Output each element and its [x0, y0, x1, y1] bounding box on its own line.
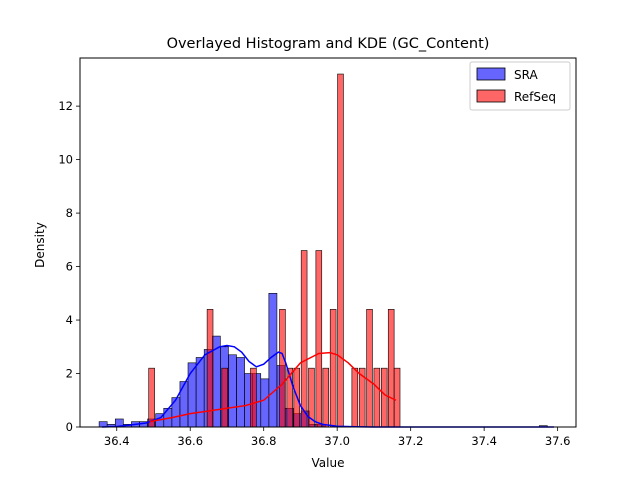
plot-area-frame: [79, 57, 577, 428]
sra-bar: [236, 357, 245, 428]
y-axis-label: Density: [33, 222, 47, 268]
y-tick-label: 0: [66, 420, 73, 434]
legend-swatch-sra: [476, 67, 506, 81]
chart-title: Overlayed Histogram and KDE (GC_Content): [167, 36, 490, 52]
y-axis-ticks: 0 2 4 6 8 10 12: [58, 99, 80, 434]
sra-bar: [228, 354, 237, 428]
legend: SRA RefSeq: [469, 61, 571, 111]
sra-bar: [195, 357, 205, 428]
refseq-bar: [393, 367, 401, 428]
x-tick-label: 37.2: [398, 434, 424, 448]
refseq-bar: [221, 367, 229, 428]
sra-bar: [260, 378, 270, 428]
refseq-bar: [366, 309, 373, 428]
refseq-kde-line: [149, 351, 397, 423]
refseq-histogram-bars: [148, 73, 401, 428]
sra-bar: [187, 362, 197, 428]
refseq-bar: [337, 73, 344, 428]
y-tick-label: 6: [66, 260, 73, 274]
legend-label-sra: SRA: [514, 68, 538, 82]
refseq-bar: [380, 367, 388, 428]
y-tick-label: 8: [66, 206, 73, 220]
y-tick-label: 10: [58, 153, 73, 167]
x-axis-ticks: 36.4 36.6 36.8 37.0 37.2 37.4 37.6: [104, 427, 570, 448]
refseq-bar: [300, 250, 308, 428]
legend-label-refseq: RefSeq: [514, 90, 556, 104]
refseq-bar: [148, 367, 155, 428]
sra-bar: [179, 381, 189, 428]
x-tick-label: 36.8: [251, 434, 277, 448]
legend-swatch-refseq: [476, 89, 506, 103]
refseq-bar: [322, 367, 330, 428]
refseq-bar: [329, 309, 337, 428]
refseq-bar: [387, 309, 395, 428]
sra-bar: [268, 292, 278, 428]
refseq-bar: [279, 309, 286, 428]
sra-bar: [171, 397, 181, 428]
y-tick-label: 4: [66, 313, 73, 327]
y-tick-label: 2: [66, 367, 73, 381]
x-tick-label: 37.6: [545, 434, 571, 448]
x-tick-label: 37.4: [471, 434, 497, 448]
x-tick-label: 36.4: [104, 434, 130, 448]
refseq-bar: [373, 367, 381, 428]
refseq-bar: [351, 367, 359, 428]
refseq-bar: [206, 309, 214, 428]
x-axis-label: Value: [312, 456, 345, 470]
x-tick-label: 37.0: [324, 434, 350, 448]
refseq-bar: [250, 367, 257, 428]
x-tick-label: 36.6: [177, 434, 203, 448]
y-tick-label: 12: [58, 99, 73, 113]
refseq-bar: [315, 250, 323, 428]
